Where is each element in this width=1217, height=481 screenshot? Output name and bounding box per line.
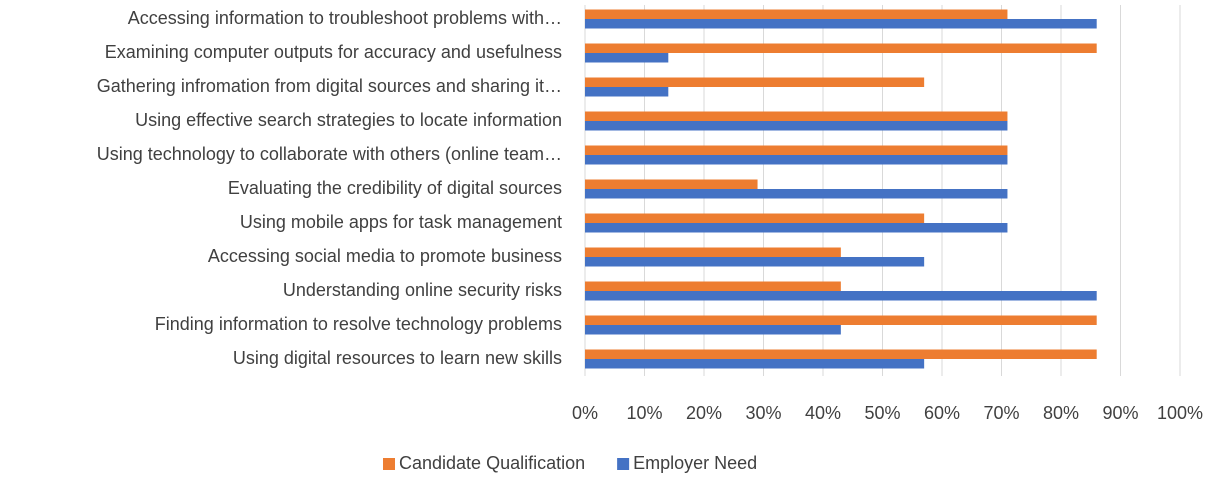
bar [585,53,669,63]
y-tick-label: Using technology to collaborate with oth… [97,144,562,164]
y-tick-label: Gathering infromation from digital sourc… [97,76,562,96]
y-tick-label: Understanding online security risks [283,280,562,300]
y-tick-label: Accessing social media to promote busine… [208,246,562,266]
legend-swatch [383,458,395,470]
bar [585,247,841,257]
bar [585,213,925,223]
bar [585,281,841,291]
bar [585,121,1008,131]
bar [585,359,925,369]
bar [585,179,758,189]
y-tick-label: Examining computer outputs for accuracy … [105,42,562,62]
bar [585,19,1097,29]
bar [585,223,1008,233]
bar [585,315,1097,325]
bar [585,155,1008,165]
y-tick-label: Using mobile apps for task management [240,212,562,232]
x-tick-label: 70% [983,403,1019,423]
bar [585,325,841,335]
y-tick-label: Using digital resources to learn new ski… [233,348,562,368]
x-tick-label: 10% [626,403,662,423]
bar [585,9,1008,19]
bar [585,87,669,97]
bar [585,349,1097,359]
x-tick-label: 50% [864,403,900,423]
bar [585,111,1008,121]
y-tick-label: Finding information to resolve technolog… [155,314,562,334]
x-tick-label: 20% [686,403,722,423]
y-tick-label: Accessing information to troubleshoot pr… [128,8,562,28]
bar [585,257,925,267]
legend-label: Candidate Qualification [399,453,585,473]
bar [585,291,1097,301]
bar [585,77,925,87]
x-tick-label: 0% [572,403,598,423]
x-tick-label: 30% [745,403,781,423]
y-tick-label: Evaluating the credibility of digital so… [228,178,562,198]
bar [585,43,1097,53]
y-tick-label: Using effective search strategies to loc… [135,110,562,130]
x-tick-label: 100% [1157,403,1203,423]
x-tick-label: 80% [1043,403,1079,423]
legend-label: Employer Need [633,453,757,473]
bar [585,189,1008,199]
bar [585,145,1008,155]
legend-swatch [617,458,630,470]
x-tick-label: 60% [924,403,960,423]
x-tick-label: 90% [1102,403,1138,423]
x-tick-label: 40% [805,403,841,423]
